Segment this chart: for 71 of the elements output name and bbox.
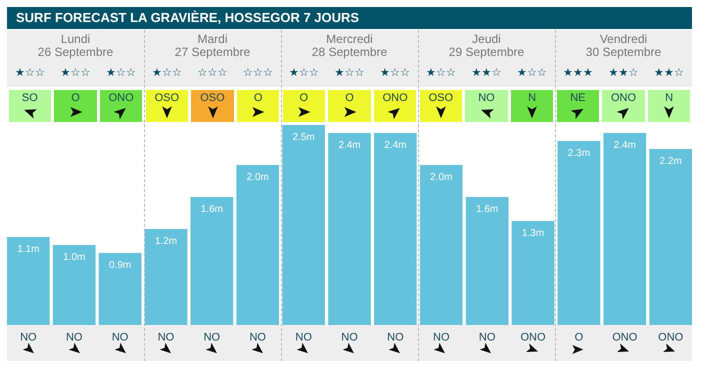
text: 26 Septembre xyxy=(36,45,114,59)
text: O xyxy=(54,90,97,122)
data-label: 1.6m xyxy=(476,204,498,215)
text: ★☆☆ xyxy=(14,66,46,79)
data-label: 1.1m xyxy=(17,244,40,255)
x-tick-label: NO xyxy=(249,332,266,344)
chart-title: SURF FORECAST LA GRAVIÈRE, HOSSEGOR 7 JOURS xyxy=(7,7,692,29)
text: ★★☆ xyxy=(607,66,640,79)
text: 30 Septembre xyxy=(584,45,662,59)
text: ★★☆ xyxy=(653,66,686,79)
text: 27 Septembre xyxy=(174,45,252,59)
text: NO xyxy=(465,90,508,122)
text: ONO xyxy=(374,90,416,122)
data-label: 1.6m xyxy=(200,204,223,215)
x-tick-label: NO xyxy=(478,332,496,344)
text: OSO xyxy=(420,90,462,122)
text: NE xyxy=(556,90,600,122)
text: ★☆☆ xyxy=(150,66,183,79)
text: Mercredi xyxy=(325,32,374,46)
text: ★☆☆ xyxy=(379,66,412,79)
x-tick-label: NO xyxy=(341,332,358,344)
data-label: 2.3m xyxy=(568,148,590,159)
text: ★☆☆ xyxy=(333,66,366,79)
data-label: 2.4m xyxy=(338,140,361,151)
text: ONO xyxy=(602,90,645,122)
text: O xyxy=(282,90,326,122)
x-tick-label: NO xyxy=(433,332,450,344)
x-tick-label: ONO xyxy=(520,332,546,344)
text: ★☆☆ xyxy=(59,66,92,79)
text: ★★★ xyxy=(562,66,594,79)
x-tick-label: NO xyxy=(387,332,404,344)
data-label: 2.0m xyxy=(246,172,269,183)
text: ONO xyxy=(100,90,142,122)
text: N xyxy=(648,90,690,122)
text: ☆☆☆ xyxy=(242,66,274,79)
x-tick-label: O xyxy=(574,332,584,344)
text: ☆☆☆ xyxy=(196,66,228,79)
data-label: 2.4m xyxy=(614,140,636,151)
text: ★☆☆ xyxy=(424,66,457,79)
x-tick-label: NO xyxy=(66,332,83,344)
text: O xyxy=(328,90,371,122)
data-label: 1.2m xyxy=(154,236,178,247)
data-label: 2.0m xyxy=(430,172,452,183)
x-tick-label: NO xyxy=(295,332,312,344)
x-tick-label: NO xyxy=(158,332,175,344)
text: ★☆☆ xyxy=(516,66,548,79)
text: ★☆☆ xyxy=(105,66,138,79)
x-tick-label: NO xyxy=(112,332,129,344)
data-label: 1.0m xyxy=(63,252,86,263)
text: N xyxy=(510,90,554,122)
text: OSO xyxy=(146,90,188,122)
data-label: 0.9m xyxy=(108,260,132,271)
text: Mardi xyxy=(196,32,228,46)
x-tick-label: NO xyxy=(20,332,38,344)
text: SO xyxy=(8,90,52,122)
x-tick-label: ONO xyxy=(658,332,684,344)
data-label: 2.5m xyxy=(292,132,315,143)
data-label: 1.3m xyxy=(522,228,544,239)
text: 29 Septembre xyxy=(448,45,526,59)
text: Jeudi xyxy=(471,32,502,46)
text: Lundi xyxy=(60,32,92,46)
text: ★☆☆ xyxy=(288,66,320,79)
text: 28 Septembre xyxy=(310,45,388,59)
text: Vendredi xyxy=(598,32,648,46)
data-label: 2.2m xyxy=(660,156,682,167)
data-label: 2.4m xyxy=(384,140,406,151)
x-tick-label: NO xyxy=(204,332,221,344)
text: OSO xyxy=(191,90,234,122)
text: ★★☆ xyxy=(470,66,502,79)
x-tick-label: ONO xyxy=(612,332,638,344)
text: O xyxy=(236,90,280,122)
